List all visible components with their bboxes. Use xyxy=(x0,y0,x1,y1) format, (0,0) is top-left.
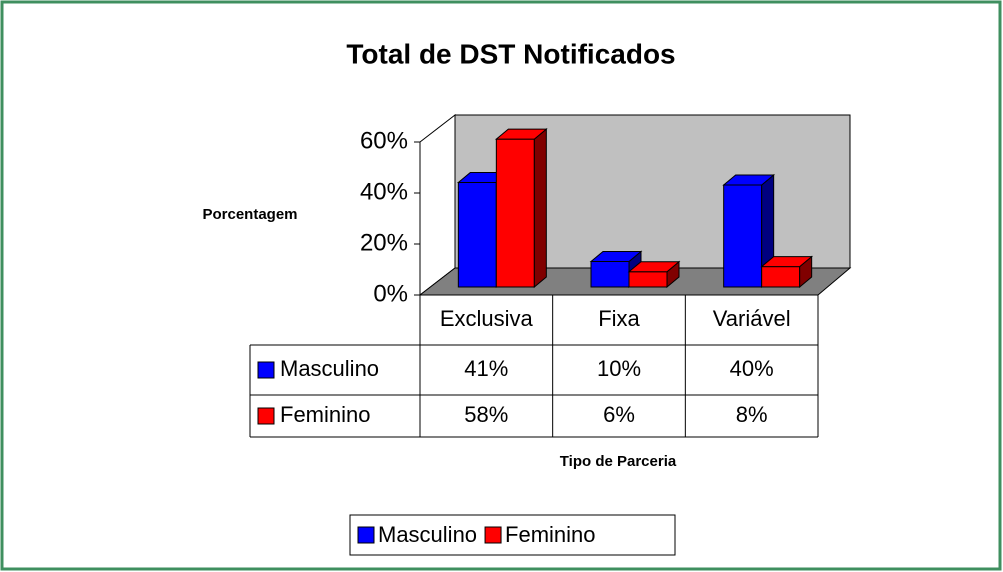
bar-front xyxy=(590,261,630,288)
chart-title: Total de DST Notificados xyxy=(346,38,675,69)
table-value: 6% xyxy=(603,402,635,427)
legend-swatch xyxy=(484,526,502,544)
x-tick-label: Variável xyxy=(713,306,791,331)
y-tick-label: 0% xyxy=(373,280,408,307)
x-tick-label: Fixa xyxy=(598,306,640,331)
bar-front xyxy=(495,138,535,288)
x-tick-label: Exclusiva xyxy=(440,306,534,331)
bar-front xyxy=(457,181,497,288)
bar xyxy=(760,255,814,289)
bar-front xyxy=(761,266,801,288)
bar-top xyxy=(494,128,548,140)
legend-swatch xyxy=(357,526,375,544)
table-value: 8% xyxy=(736,402,768,427)
table-row-label: Feminino xyxy=(280,402,370,427)
y-tick-label: 20% xyxy=(360,229,408,256)
side-wall xyxy=(419,113,456,297)
legend-label: Feminino xyxy=(505,522,595,547)
y-tick-label: 40% xyxy=(360,178,408,205)
bar-top xyxy=(589,251,643,262)
bar-top xyxy=(760,256,814,268)
table-value: 58% xyxy=(464,402,508,427)
bar-front xyxy=(723,184,763,288)
bar xyxy=(494,128,548,289)
table-row-label: Masculino xyxy=(280,356,379,381)
bar-side xyxy=(533,128,547,289)
y-axis-label: Porcentagem xyxy=(202,206,297,223)
bar-top xyxy=(627,261,681,273)
bar-front xyxy=(628,271,668,288)
bar-top xyxy=(722,174,776,186)
table-swatch xyxy=(257,407,275,425)
x-axis-label: Tipo de Parceria xyxy=(560,453,677,470)
legend-label: Masculino xyxy=(378,522,477,547)
legend-box xyxy=(349,514,676,556)
table-value: 10% xyxy=(597,356,641,381)
table-value: 40% xyxy=(730,356,774,381)
y-tick-label: 60% xyxy=(360,127,408,154)
table-value: 41% xyxy=(464,356,508,381)
bar xyxy=(627,260,681,289)
table-swatch xyxy=(257,361,275,379)
